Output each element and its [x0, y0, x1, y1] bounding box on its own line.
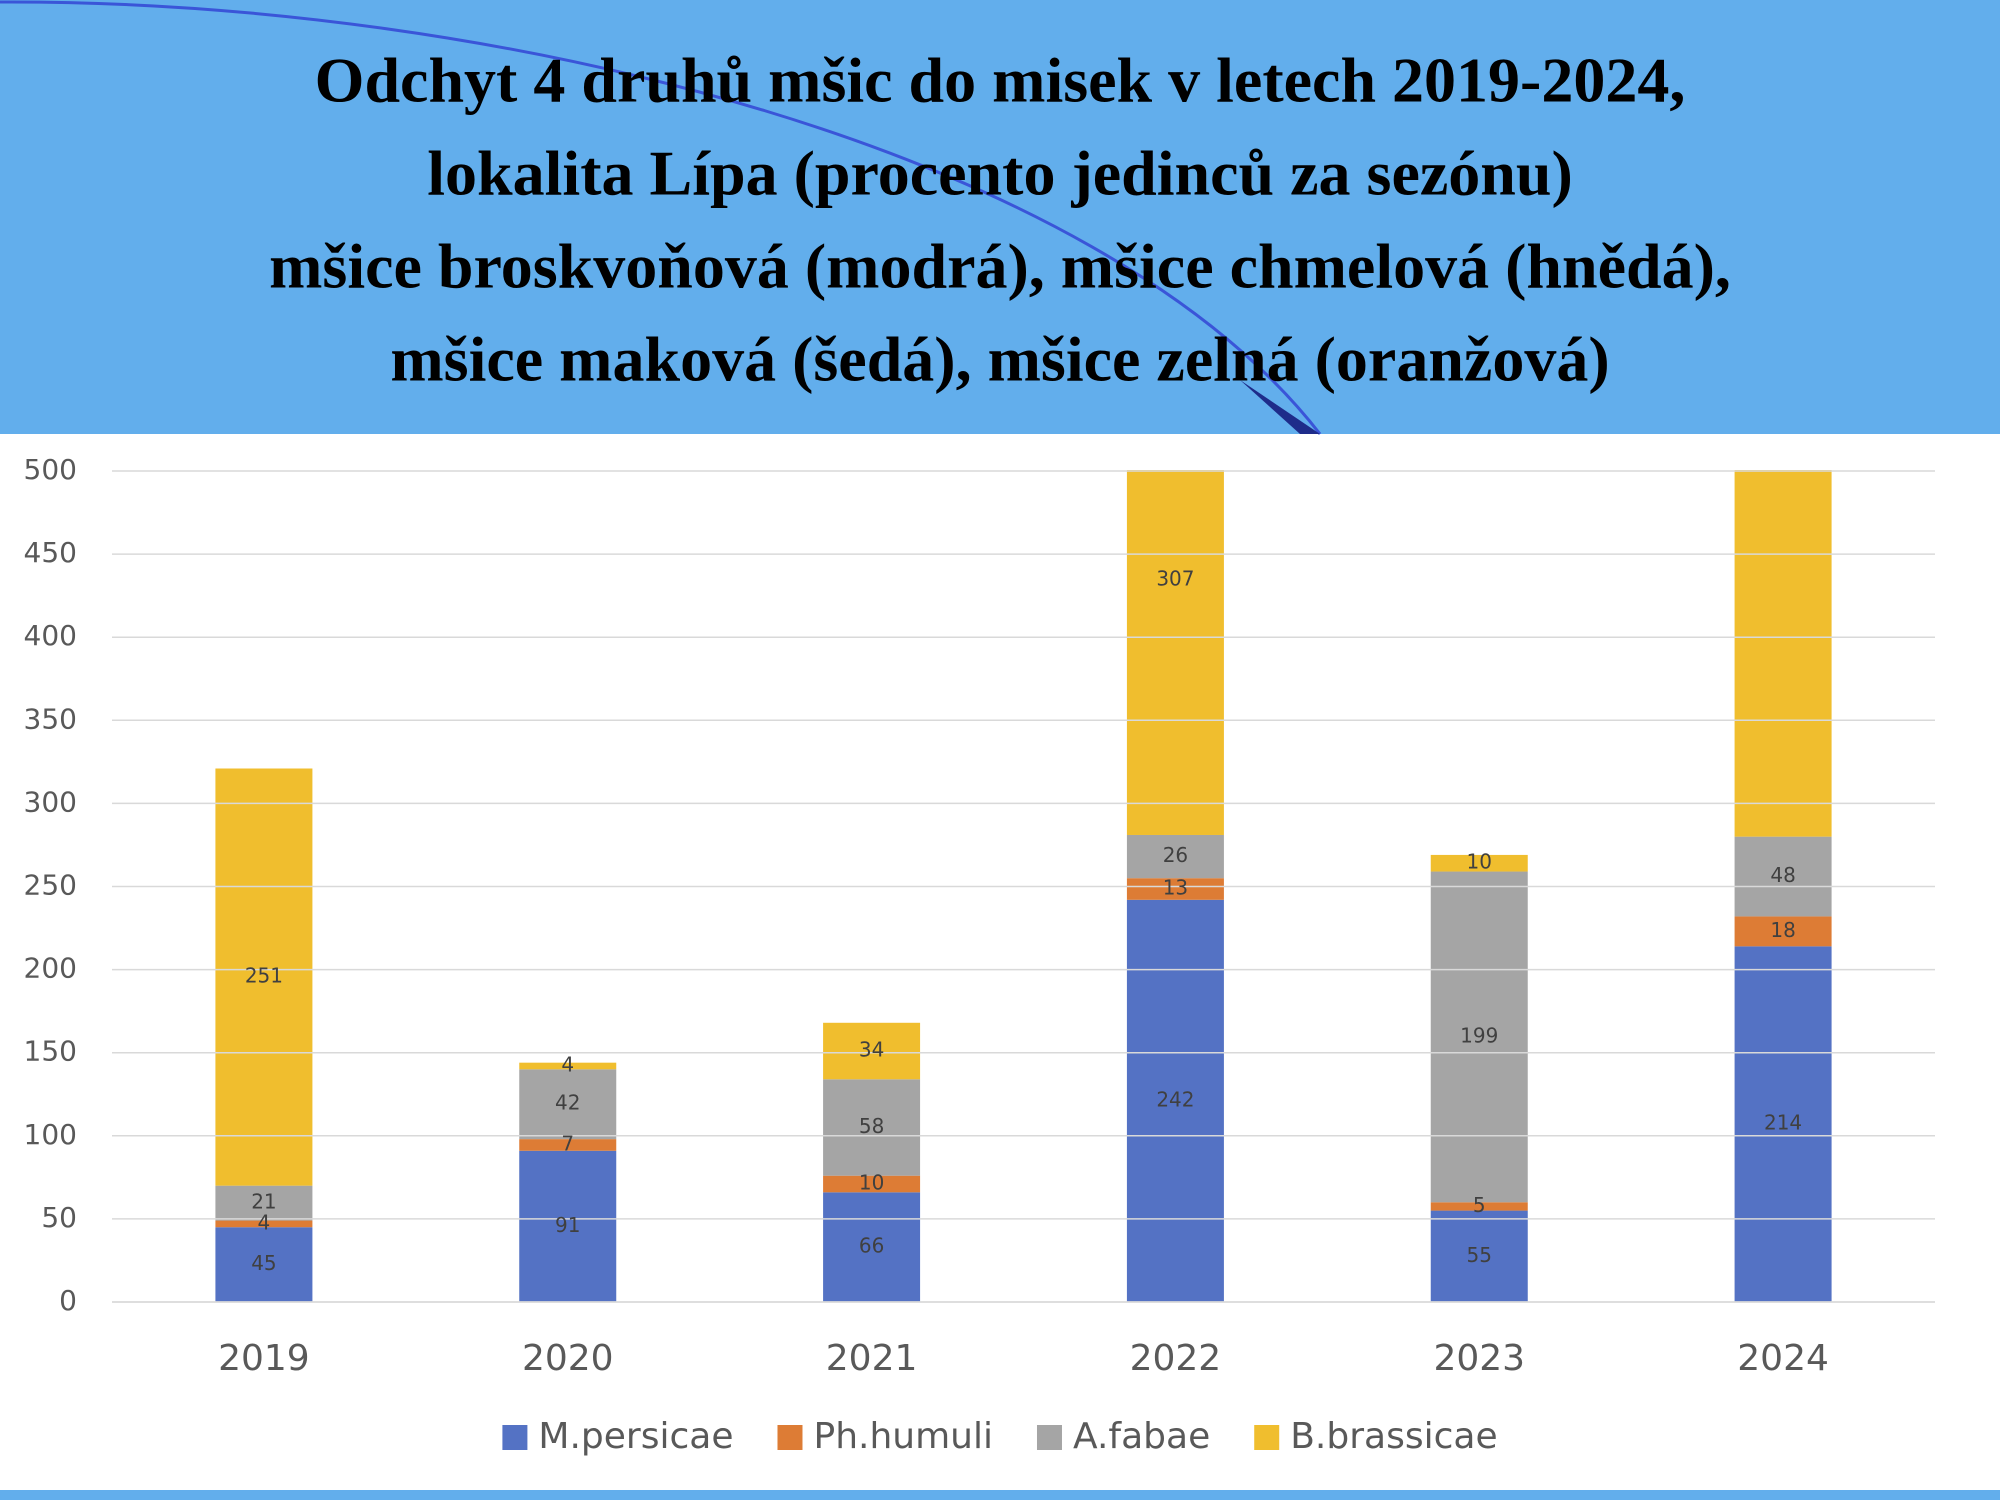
data-label: 10 — [1467, 850, 1492, 874]
legend-swatch — [1254, 1425, 1280, 1450]
data-label: 251 — [245, 964, 283, 988]
data-label: 26 — [1163, 843, 1188, 867]
y-tick-label: 0 — [59, 1284, 77, 1317]
bar-segment — [1734, 470, 1832, 837]
bar-segment — [1126, 470, 1224, 835]
data-label: 13 — [1163, 875, 1188, 899]
y-tick-label: 500 — [24, 453, 77, 486]
legend-label: Ph.humuli — [813, 1416, 993, 1457]
legend-item: Ph.humuli — [777, 1416, 993, 1457]
bar-segment — [215, 1220, 313, 1228]
x-tick-label: 2019 — [218, 1338, 310, 1379]
chart-title: lokalita Lípa (procento jedinců za sezón… — [427, 138, 1573, 209]
y-tick-label: 50 — [41, 1201, 77, 1234]
data-label: 42 — [555, 1091, 580, 1115]
data-label: 10 — [859, 1170, 884, 1194]
y-tick-label: 300 — [24, 785, 77, 818]
data-label: 91 — [555, 1213, 580, 1237]
data-label: 214 — [1764, 1111, 1802, 1135]
data-label: 242 — [1156, 1087, 1194, 1111]
chart-title: Odchyt 4 druhů mšic do misek v letech 20… — [315, 45, 1686, 116]
bar-segment — [823, 1175, 921, 1193]
x-tick-label: 2023 — [1433, 1338, 1525, 1379]
data-label: 7 — [561, 1131, 574, 1155]
bar-segment — [519, 1069, 617, 1140]
x-tick-label: 2021 — [826, 1338, 918, 1379]
footer-band — [0, 1490, 2000, 1500]
legend-swatch — [502, 1425, 528, 1450]
y-tick-label: 150 — [24, 1035, 77, 1068]
legend-label: M.persicae — [538, 1416, 733, 1457]
bar-segment — [1430, 871, 1528, 1203]
data-label: 4 — [258, 1210, 271, 1234]
x-tick-label: 2020 — [522, 1338, 614, 1379]
chart-title: mšice maková (šedá), mšice zelná (oranžo… — [390, 324, 1609, 395]
bar-segment — [1430, 1202, 1528, 1211]
y-tick-label: 250 — [24, 869, 77, 902]
bar-segment — [215, 1227, 313, 1302]
data-label: 34 — [859, 1038, 884, 1062]
bar-segment — [1734, 916, 1832, 947]
header-band — [0, 0, 2000, 434]
data-label: 18 — [1770, 918, 1795, 942]
legend-swatch — [777, 1425, 803, 1450]
legend-swatch — [1036, 1425, 1062, 1450]
data-label: 5 — [1473, 1193, 1486, 1217]
y-tick-label: 200 — [24, 952, 77, 985]
legend-item: M.persicae — [502, 1416, 733, 1457]
bar-segment — [1734, 946, 1832, 1302]
bar-segment — [1126, 834, 1224, 879]
legend-item: B.brassicae — [1254, 1416, 1498, 1457]
data-label: 307 — [1156, 566, 1194, 590]
legend-label: B.brassicae — [1290, 1416, 1497, 1457]
bar-segment — [1126, 878, 1224, 900]
bar-segment — [215, 1185, 313, 1221]
bar-segment — [1430, 1210, 1528, 1302]
bar-segment — [823, 1079, 921, 1176]
plot-area — [215, 470, 1832, 1302]
bar-segment — [1430, 854, 1528, 872]
data-label: 199 — [1460, 1023, 1498, 1047]
bar-segment — [519, 1139, 617, 1151]
y-tick-label: 400 — [24, 619, 77, 652]
chart-title: mšice broskvoňová (modrá), mšice chmelov… — [269, 231, 1731, 302]
data-label: 58 — [859, 1114, 884, 1138]
data-label: 21 — [251, 1190, 276, 1214]
data-label: 4 — [561, 1052, 574, 1076]
data-label: 55 — [1467, 1243, 1492, 1267]
y-tick-label: 450 — [24, 536, 77, 569]
bar-segment — [1734, 836, 1832, 917]
legend-label: A.fabae — [1073, 1416, 1210, 1457]
bar-segment — [823, 1022, 921, 1080]
bar-segment — [1126, 899, 1224, 1302]
x-tick-label: 2024 — [1737, 1338, 1829, 1379]
data-label: 48 — [1770, 863, 1795, 887]
y-tick-label: 350 — [24, 702, 77, 735]
x-tick-label: 2022 — [1130, 1338, 1222, 1379]
y-tick-label: 100 — [24, 1118, 77, 1151]
bar-segment — [519, 1150, 617, 1302]
bar-segment — [519, 1062, 617, 1070]
data-label: 45 — [251, 1251, 276, 1275]
header-decoration — [0, 0, 1322, 435]
header-decoration — [1240, 380, 1320, 434]
legend-item: A.fabae — [1036, 1416, 1210, 1457]
bar-segment — [215, 768, 313, 1186]
bar-segment — [823, 1192, 921, 1302]
data-label: 66 — [859, 1234, 884, 1258]
